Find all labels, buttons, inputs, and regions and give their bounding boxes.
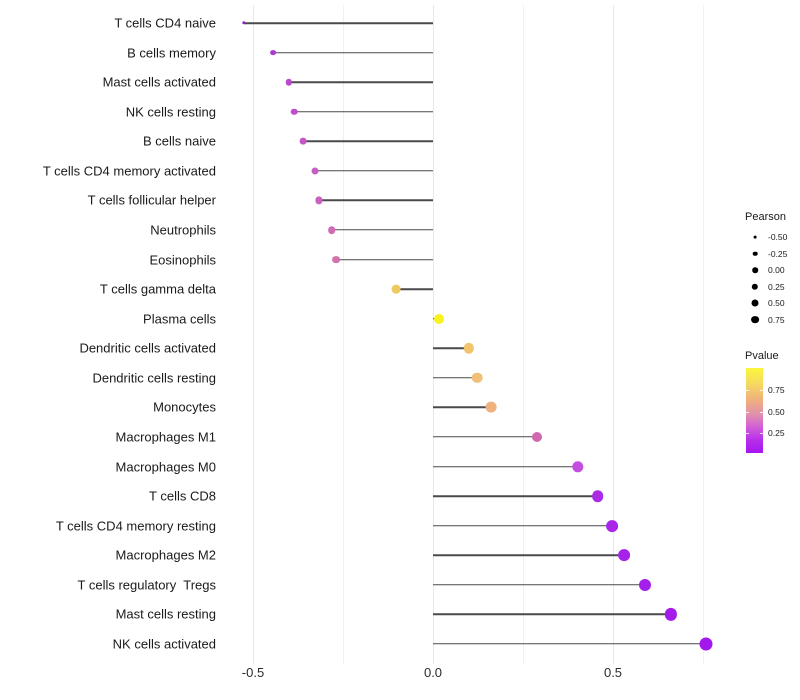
lollipop-stem bbox=[331, 229, 433, 231]
size-legend-entry-dot bbox=[751, 315, 759, 324]
size-legend-entry-label: 0.25 bbox=[768, 281, 785, 292]
gridline bbox=[702, 5, 704, 664]
lollipop-stem bbox=[336, 258, 433, 261]
lollipop-stem bbox=[433, 584, 646, 586]
lollipop-dot bbox=[463, 343, 475, 354]
size-legend-entry-label: -0.50 bbox=[768, 231, 788, 242]
size-legend-entry-dot bbox=[752, 251, 758, 256]
pvalue-colorbar-tick bbox=[760, 411, 763, 413]
lollipop-dot bbox=[699, 637, 713, 651]
lollipop-stem bbox=[433, 524, 612, 527]
pvalue-colorbar-tick bbox=[760, 433, 763, 434]
row-label: Macrophages M0 bbox=[115, 459, 216, 475]
size-legend-entry-dot bbox=[751, 283, 759, 290]
row-label: NK cells activated bbox=[112, 636, 216, 652]
lollipop-dot bbox=[311, 167, 319, 175]
lollipop-dot bbox=[285, 78, 293, 86]
row-label: Monocytes bbox=[153, 399, 216, 415]
lollipop-dot bbox=[618, 549, 631, 562]
gridline bbox=[432, 5, 434, 664]
lollipop-stem bbox=[244, 22, 433, 24]
pvalue-colorbar-tick bbox=[760, 390, 763, 391]
row-label: Neutrophils bbox=[150, 222, 216, 238]
x-axis-tick-label: 0.5 bbox=[603, 665, 623, 680]
lollipop-stem bbox=[433, 377, 477, 379]
lollipop-stem bbox=[433, 406, 491, 409]
row-label: Mast cells activated bbox=[102, 74, 216, 90]
pvalue-tick-label: 0.50 bbox=[768, 406, 785, 417]
row-label: Macrophages M2 bbox=[115, 547, 216, 563]
row-label: T cells CD8 bbox=[149, 488, 216, 504]
row-label: Mast cells resting bbox=[115, 606, 216, 622]
lollipop-dot bbox=[270, 49, 277, 56]
lollipop-dot bbox=[332, 255, 341, 264]
lollipop-dot bbox=[434, 313, 445, 324]
lollipop-dot bbox=[572, 460, 584, 473]
lollipop-stem bbox=[395, 288, 433, 290]
row-label: T cells CD4 memory activated bbox=[42, 163, 216, 179]
lollipop-stem bbox=[433, 436, 538, 438]
row-label: NK cells resting bbox=[125, 104, 216, 120]
row-label: T cells gamma delta bbox=[99, 281, 216, 297]
size-legend-entry-dot bbox=[752, 267, 758, 273]
row-label: Plasma cells bbox=[143, 311, 216, 327]
lollipop-dot bbox=[639, 578, 652, 591]
row-label: B cells memory bbox=[127, 45, 216, 61]
lollipop-dot bbox=[606, 519, 618, 532]
pvalue-colorbar-tick bbox=[746, 433, 749, 434]
row-label: T cells CD4 naive bbox=[114, 15, 216, 31]
lollipop-dot bbox=[664, 608, 678, 621]
size-legend-entry-dot bbox=[751, 299, 759, 307]
size-legend-title: Pearson bbox=[745, 211, 786, 223]
gridline bbox=[522, 5, 524, 664]
lollipop-stem bbox=[273, 51, 433, 54]
gridline bbox=[252, 5, 254, 664]
color-legend-title: Pvalue bbox=[745, 350, 779, 362]
pvalue-colorbar bbox=[746, 368, 763, 453]
row-label: T cells CD4 memory resting bbox=[55, 518, 216, 534]
lollipop-stem bbox=[303, 140, 433, 143]
row-label: Macrophages M1 bbox=[115, 429, 216, 445]
pvalue-colorbar-tick bbox=[746, 390, 749, 391]
row-label: T cells regulatory Tregs bbox=[77, 577, 216, 593]
x-axis-tick-label: -0.5 bbox=[241, 665, 265, 680]
pvalue-tick-label: 0.75 bbox=[768, 384, 785, 395]
pvalue-colorbar-tick bbox=[746, 411, 749, 413]
lollipop-stem bbox=[294, 110, 433, 113]
lollipop-stem bbox=[289, 81, 433, 83]
row-label: Eosinophils bbox=[149, 252, 217, 268]
lollipop-stem bbox=[433, 347, 469, 350]
size-legend-entry-label: 0.75 bbox=[768, 314, 785, 325]
lollipop-stem bbox=[433, 613, 671, 616]
lollipop-dot bbox=[299, 137, 307, 145]
size-legend-entry-label: -0.25 bbox=[768, 248, 788, 259]
lollipop-dot bbox=[485, 402, 497, 413]
row-label: Dendritic cells activated bbox=[79, 340, 216, 356]
lollipop-dot bbox=[592, 490, 604, 502]
size-legend-entry-dot bbox=[753, 235, 757, 239]
lollipop-stem bbox=[314, 170, 433, 172]
size-legend-entry-label: 0.00 bbox=[768, 264, 785, 275]
lollipop-dot bbox=[471, 372, 483, 384]
pvalue-tick-label: 0.25 bbox=[768, 427, 785, 438]
lollipop-stem bbox=[433, 465, 579, 468]
row-label: B cells naive bbox=[143, 133, 216, 149]
lollipop-dot bbox=[242, 21, 246, 25]
lollipop-stem bbox=[433, 643, 706, 645]
lollipop-dot bbox=[290, 108, 298, 115]
lollipop-dot bbox=[328, 226, 336, 234]
lollipop-dot bbox=[532, 431, 543, 442]
lollipop-stem bbox=[433, 554, 625, 557]
row-label: T cells follicular helper bbox=[87, 192, 216, 208]
lollipop-stem bbox=[433, 495, 598, 497]
gridline bbox=[342, 5, 344, 664]
x-axis-tick-label: 0.0 bbox=[423, 665, 443, 680]
lollipop-dot bbox=[315, 196, 323, 205]
row-label: Dendritic cells resting bbox=[92, 370, 216, 386]
size-legend-entry-label: 0.50 bbox=[768, 297, 785, 308]
lollipop-stem bbox=[318, 199, 433, 202]
lollipop-dot bbox=[391, 284, 401, 294]
gridline bbox=[612, 5, 614, 664]
